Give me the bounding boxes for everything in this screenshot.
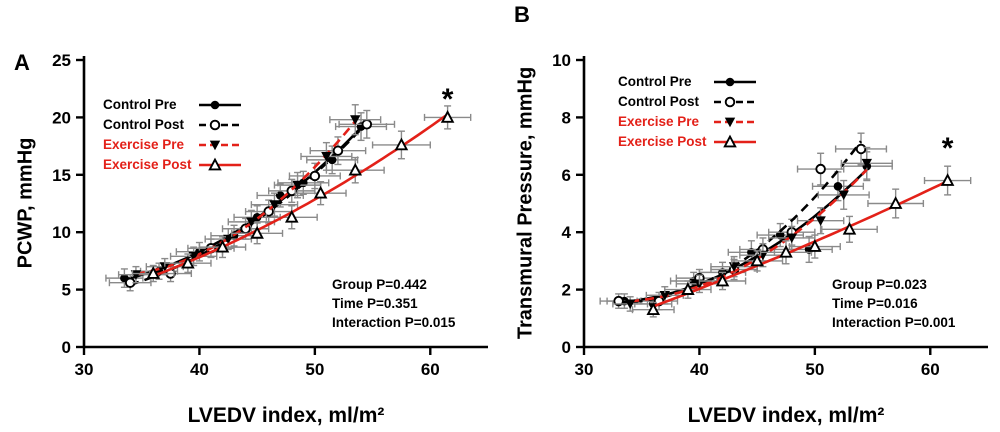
svg-text:40: 40 xyxy=(690,360,709,379)
legend-item: Exercise Post xyxy=(103,155,243,174)
legend-label: Exercise Post xyxy=(618,134,707,149)
svg-text:50: 50 xyxy=(805,360,824,379)
legend-label: Exercise Post xyxy=(103,157,192,172)
legend-marker-icon xyxy=(199,100,241,109)
svg-text:20: 20 xyxy=(52,108,71,127)
panel-b: 30 40 50 60 0 2 4 6 8 10 * B Transmural Pressure, … xyxy=(500,0,1000,432)
svg-text:25: 25 xyxy=(52,51,71,70)
svg-text:5: 5 xyxy=(62,281,71,300)
legend-marker-icon xyxy=(714,96,756,107)
svg-text:50: 50 xyxy=(305,360,324,379)
legend-label: Control Post xyxy=(103,117,184,132)
legend-item: Control Pre xyxy=(618,72,758,91)
panel-b-legend: Control Pre Control Post Exercise Pre Exerc… xyxy=(618,72,758,151)
legend-marker-icon xyxy=(714,117,756,127)
legend-marker-icon xyxy=(714,77,756,86)
legend-item: Exercise Pre xyxy=(618,112,758,131)
legend-item: Exercise Pre xyxy=(103,135,243,154)
panel-b-x-axis-label: LVEDV index, ml/m² xyxy=(687,404,885,427)
panel-a-x-axis-label: LVEDV index, ml/m² xyxy=(187,404,385,427)
legend-marker-icon xyxy=(714,134,756,147)
legend-item: Exercise Post xyxy=(618,132,758,151)
panel-a: 30 40 50 60 0 5 10 15 20 25 * A PCWP, mmHg Control… xyxy=(14,50,488,427)
panel-a-legend: Control Pre Control Post Exercise Pre Exerc… xyxy=(103,95,243,174)
legend-label: Control Post xyxy=(618,94,699,109)
svg-text:0: 0 xyxy=(562,338,571,357)
svg-text:10: 10 xyxy=(52,223,71,242)
panel-b-plot: 30 40 50 60 0 2 4 6 8 10 * xyxy=(552,51,988,379)
legend-label: Exercise Pre xyxy=(618,114,700,129)
legend-label: Exercise Pre xyxy=(103,137,185,152)
panel-a-stats: Group P=0.442 Time P=0.351 Interaction P… xyxy=(332,276,455,333)
legend-marker-icon xyxy=(199,157,241,170)
stats-line-time: Time P=0.351 xyxy=(332,295,418,311)
svg-text:0: 0 xyxy=(62,338,71,357)
svg-text:40: 40 xyxy=(190,360,209,379)
panel-b-label: B xyxy=(514,2,530,27)
legend-item: Control Pre xyxy=(103,95,243,114)
svg-text:30: 30 xyxy=(75,360,94,379)
svg-text:60: 60 xyxy=(921,360,940,379)
panel-a-y-axis-label: PCWP, mmHg xyxy=(14,137,37,269)
stats-line-interaction: Interaction P=0.001 xyxy=(832,314,956,330)
legend-label: Control Pre xyxy=(103,97,177,112)
panel-b-y-axis-label: Transmural Pressure, mmHg xyxy=(514,66,537,340)
stats-line-time: Time P=0.016 xyxy=(832,295,918,311)
svg-text:10: 10 xyxy=(552,51,571,70)
significance-asterisk: * xyxy=(942,132,954,165)
panel-b-stats: Group P=0.023 Time P=0.016 Interaction P… xyxy=(832,276,955,333)
panel-a-label: A xyxy=(14,50,30,75)
svg-text:15: 15 xyxy=(52,166,71,185)
svg-text:4: 4 xyxy=(562,223,572,242)
svg-text:8: 8 xyxy=(562,108,571,127)
significance-asterisk: * xyxy=(442,83,454,116)
svg-text:60: 60 xyxy=(421,360,440,379)
svg-text:6: 6 xyxy=(562,166,571,185)
legend-marker-icon xyxy=(199,140,241,150)
legend-item: Control Post xyxy=(618,92,758,111)
stats-line-group: Group P=0.442 xyxy=(332,277,427,292)
legend-item: Control Post xyxy=(103,115,243,134)
stats-line-interaction: Interaction P=0.015 xyxy=(332,314,456,330)
panel-a-plot: 30 40 50 60 0 5 10 15 20 25 * xyxy=(52,51,488,379)
stats-line-group: Group P=0.023 xyxy=(832,277,927,292)
svg-text:2: 2 xyxy=(562,281,571,300)
svg-text:30: 30 xyxy=(575,360,594,379)
legend-label: Control Pre xyxy=(618,74,692,89)
legend-marker-icon xyxy=(199,119,241,130)
